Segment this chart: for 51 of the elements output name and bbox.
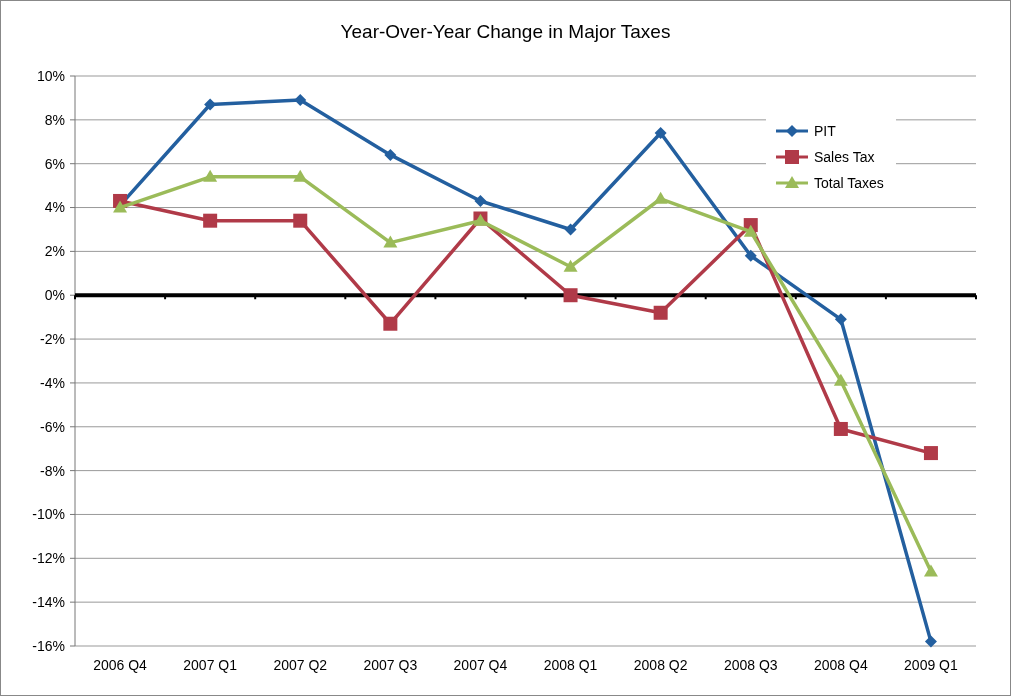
y-tick-label: -2% xyxy=(40,330,65,347)
y-tick-label: -6% xyxy=(40,418,65,435)
point xyxy=(833,373,848,386)
y-tick-label: -12% xyxy=(32,550,65,567)
y-tick-label: 0% xyxy=(44,287,65,304)
point xyxy=(474,194,487,207)
y-tick-label: 2% xyxy=(44,243,65,260)
x-tick-label: 2007 Q1 xyxy=(183,657,238,673)
point xyxy=(383,316,398,331)
x-tick-label: 2008 Q4 xyxy=(813,657,868,673)
point xyxy=(293,213,308,228)
x-tick-label: 2007 Q3 xyxy=(363,657,418,673)
chart-title: Year-Over-Year Change in Major Taxes xyxy=(340,21,671,42)
point xyxy=(384,148,397,161)
x-tick-label: 2009 Q1 xyxy=(904,657,959,673)
point xyxy=(834,313,847,326)
point xyxy=(294,94,307,107)
point xyxy=(653,191,668,204)
y-tick-label: 4% xyxy=(44,199,65,216)
point xyxy=(563,288,578,303)
point xyxy=(563,259,578,272)
x-tick-label: 2008 Q2 xyxy=(633,657,688,673)
x-tick-label: 2006 Q4 xyxy=(93,657,148,673)
y-tick-label: 10% xyxy=(36,67,65,84)
point xyxy=(744,249,757,262)
point xyxy=(833,421,848,436)
point xyxy=(653,305,668,320)
y-tick-label: 6% xyxy=(44,155,65,172)
point xyxy=(203,213,218,228)
y-tick-label: -4% xyxy=(40,374,65,391)
point xyxy=(923,446,938,461)
y-tick-label: 8% xyxy=(44,111,65,128)
point xyxy=(924,635,937,648)
y-tick-label: -10% xyxy=(32,506,65,523)
point xyxy=(743,224,758,237)
point xyxy=(654,127,667,139)
point xyxy=(564,223,577,236)
point xyxy=(383,235,398,248)
legend-label: PIT xyxy=(814,122,837,139)
point xyxy=(203,169,218,182)
point xyxy=(923,564,938,577)
y-tick-label: -16% xyxy=(32,637,65,654)
point xyxy=(293,169,308,182)
x-tick-label: 2007 Q2 xyxy=(273,657,328,673)
x-tick-label: 2008 Q3 xyxy=(723,657,778,673)
legend-label: Sales Tax xyxy=(814,148,875,165)
y-tick-label: -8% xyxy=(40,462,65,479)
y-tick-label: -14% xyxy=(32,594,65,611)
legend-label: Total Taxes xyxy=(814,174,884,191)
x-tick-label: 2007 Q4 xyxy=(453,657,508,673)
x-tick-label: 2008 Q1 xyxy=(543,657,598,673)
